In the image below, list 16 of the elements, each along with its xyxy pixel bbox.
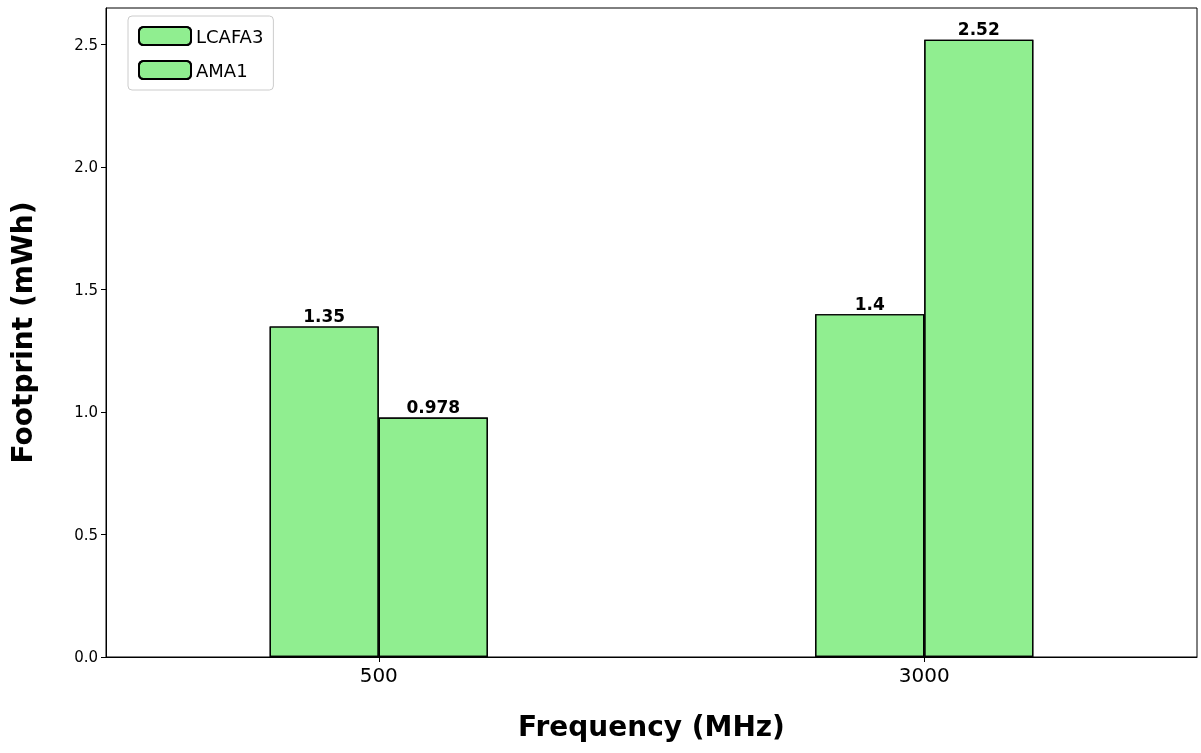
data-label: 1.4 (854, 293, 885, 314)
y-tick-label: 1.0 (74, 403, 98, 422)
data-label: 1.35 (303, 305, 346, 326)
y-axis-title: Footprint (mWh) (5, 201, 39, 464)
x-axis-title: Frequency (MHz) (518, 709, 785, 743)
x-tick-label: 3000 (898, 663, 950, 687)
x-tick-label: 500 (359, 663, 398, 687)
y-tick-label: 0.5 (74, 525, 98, 544)
legend-label: AMA1 (196, 59, 248, 81)
data-label: 0.978 (406, 396, 461, 417)
legend-label: LCAFA3 (196, 25, 264, 47)
y-tick-label: 0.0 (74, 648, 98, 666)
y-tick-label: 2.5 (74, 35, 98, 54)
y-tick-label: 2.0 (74, 158, 98, 177)
data-label: 2.52 (957, 19, 1000, 40)
y-tick-label: 1.5 (74, 280, 98, 299)
